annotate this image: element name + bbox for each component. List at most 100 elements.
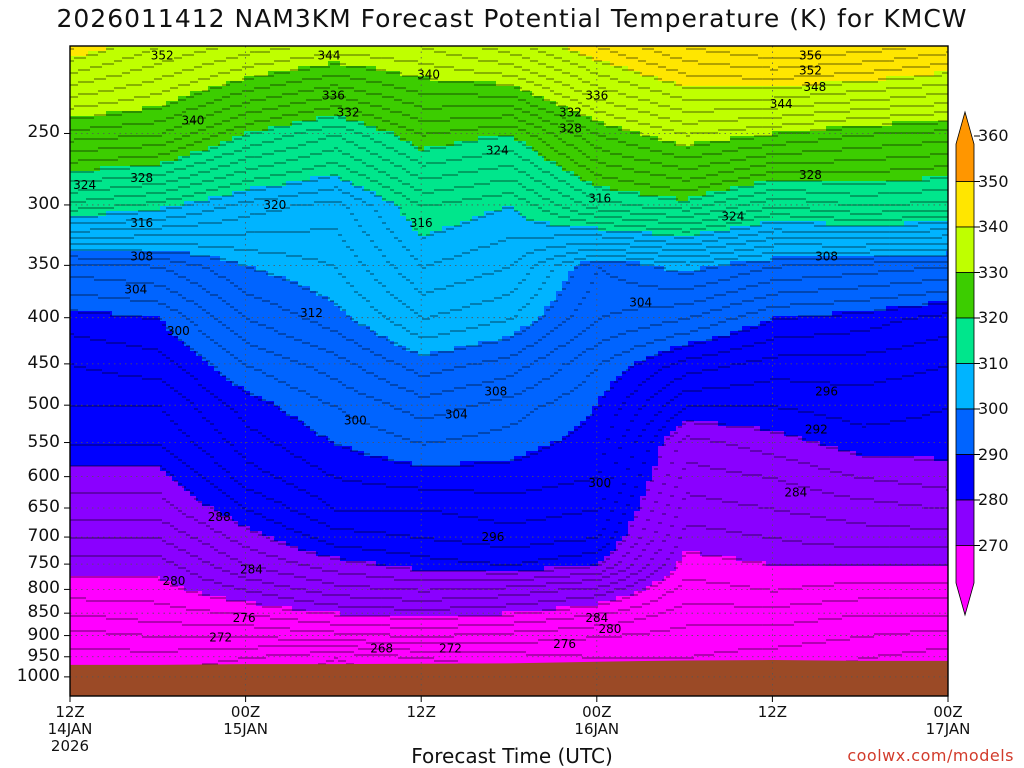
contour-cell <box>178 546 185 552</box>
contour-cell <box>244 271 251 277</box>
contour-cell <box>178 81 185 87</box>
contour-cell <box>244 491 251 497</box>
contour-cell <box>202 56 209 62</box>
contour-cell <box>202 546 209 552</box>
contour-cell <box>238 466 245 472</box>
contour-cell <box>268 486 275 492</box>
contour-cell <box>196 216 203 222</box>
contour-cell <box>202 576 209 582</box>
contour-cell <box>88 591 95 597</box>
contour-cell <box>136 491 143 497</box>
contour-cell <box>136 271 143 277</box>
contour-cell <box>136 486 143 492</box>
contour-cell <box>94 506 101 512</box>
contour-cell <box>178 491 185 497</box>
contour-cell <box>130 206 137 212</box>
contour-cell <box>82 616 89 622</box>
contour-cell <box>148 331 155 337</box>
contour-cell <box>160 191 167 197</box>
contour-cell <box>238 601 245 607</box>
contour-cell <box>214 426 221 432</box>
contour-cell <box>154 96 161 102</box>
contour-cell <box>238 531 245 537</box>
contour-cell <box>70 416 77 422</box>
contour-cell <box>94 236 101 242</box>
contour-cell <box>124 141 131 147</box>
contour-cell <box>184 146 191 152</box>
contour-cell <box>130 146 137 152</box>
contour-cell <box>292 141 299 147</box>
contour-cell <box>226 126 233 132</box>
contour-cell <box>250 526 257 532</box>
contour-cell <box>238 61 245 67</box>
contour-cell <box>232 291 239 297</box>
contour-cell <box>262 556 269 562</box>
contour-cell <box>142 331 149 337</box>
contour-cell <box>106 146 113 152</box>
contour-cell <box>106 511 113 517</box>
contour-cell <box>88 46 95 52</box>
contour-cell <box>232 51 239 57</box>
contour-cell <box>142 56 149 62</box>
contour-cell <box>292 521 299 527</box>
contour-cell <box>280 281 287 287</box>
contour-cell <box>190 506 197 512</box>
contour-cell <box>214 616 221 622</box>
contour-cell <box>142 591 149 597</box>
contour-cell <box>70 546 77 552</box>
contour-cell <box>202 81 209 87</box>
contour-cell <box>148 336 155 342</box>
contour-cell <box>208 446 215 452</box>
contour-cell <box>274 156 281 162</box>
contour-cell <box>142 521 149 527</box>
contour-cell <box>256 286 263 292</box>
contour-cell <box>136 611 143 617</box>
contour-cell <box>280 426 287 432</box>
contour-cell <box>106 526 113 532</box>
contour-cell <box>70 116 77 122</box>
contour-cell <box>130 336 137 342</box>
contour-cell <box>196 521 203 527</box>
contour-cell <box>268 66 275 72</box>
contour-cell <box>208 396 215 402</box>
contour-cell <box>118 511 125 517</box>
contour-cell <box>190 411 197 417</box>
contour-cell <box>190 231 197 237</box>
contour-cell <box>286 501 293 507</box>
contour-cell <box>82 396 89 402</box>
contour-cell <box>70 581 77 587</box>
contour-cell <box>274 646 281 652</box>
contour-cell <box>100 156 107 162</box>
contour-cell <box>280 356 287 362</box>
contour-cell <box>226 86 233 92</box>
contour-cell <box>226 56 233 62</box>
contour-cell <box>124 91 131 97</box>
contour-cell <box>208 331 215 337</box>
contour-cell <box>112 301 119 307</box>
contour-cell <box>88 631 95 637</box>
contour-cell <box>166 76 173 82</box>
contour-cell <box>124 81 131 87</box>
contour-cell <box>202 621 209 627</box>
contour-cell <box>88 416 95 422</box>
contour-cell <box>148 306 155 312</box>
contour-cell <box>148 111 155 117</box>
contour-cell <box>142 456 149 462</box>
contour-cell <box>262 411 269 417</box>
contour-cell <box>88 486 95 492</box>
contour-cell <box>286 261 293 267</box>
contour-cell <box>226 236 233 242</box>
contour-cell <box>190 536 197 542</box>
contour-cell <box>166 106 173 112</box>
contour-cell <box>142 321 149 327</box>
contour-cell <box>292 536 299 542</box>
contour-cell <box>226 546 233 552</box>
contour-cell <box>214 466 221 472</box>
contour-cell <box>70 291 77 297</box>
contour-cell <box>154 421 161 427</box>
contour-cell <box>94 301 101 307</box>
contour-cell <box>238 436 245 442</box>
contour-cell <box>202 501 209 507</box>
contour-cell <box>232 241 239 247</box>
contour-cell <box>130 326 137 332</box>
